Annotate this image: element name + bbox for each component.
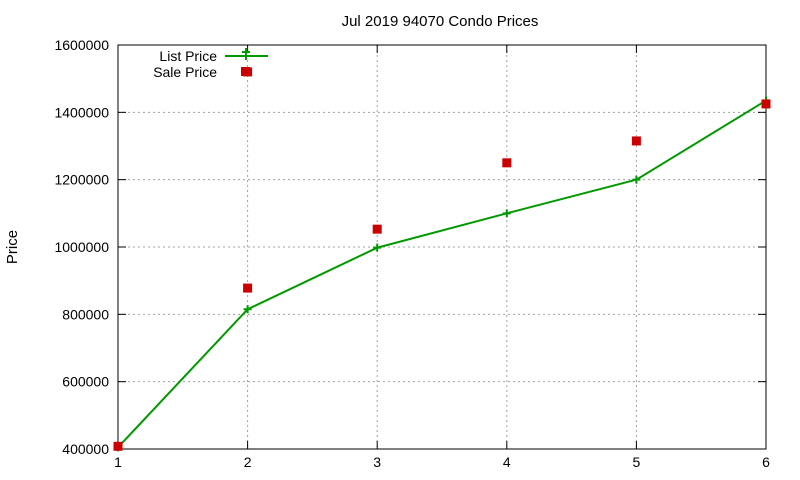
series-line-list-price (117, 99, 767, 449)
sale-price-point (372, 224, 382, 234)
legend: List Price Sale Price (153, 48, 268, 80)
x-tick-label: 4 (503, 454, 511, 470)
y-tick-label: 1600000 (54, 37, 109, 53)
y-tick-label: 400000 (62, 441, 109, 457)
x-tick-label: 6 (762, 454, 770, 470)
list-price-point (373, 243, 382, 252)
sale-price-point (761, 99, 771, 109)
sale-price-point (243, 283, 253, 293)
chart-title: Jul 2019 94070 Condo Prices (342, 13, 539, 30)
y-tick-label: 1400000 (54, 104, 109, 120)
y-tick-label: 800000 (62, 306, 109, 322)
legend-label-sale-price: Sale Price (153, 64, 217, 80)
x-tick-label: 1 (114, 454, 122, 470)
legend-label-list-price: List Price (159, 48, 217, 64)
x-tick-label: 3 (373, 454, 381, 470)
x-tick-label: 5 (633, 454, 641, 470)
y-tick-label: 600000 (62, 374, 109, 390)
list-price-point (243, 305, 252, 314)
legend-marker-list-price (242, 48, 250, 60)
y-tick-label: 1200000 (54, 172, 109, 188)
sale-price-point (113, 441, 123, 451)
list-price-point (632, 175, 641, 184)
axis-ticks: 400000 600000 800000 1000000 1200000 1400000 1… (54, 37, 770, 470)
y-axis-label: Price (4, 230, 21, 264)
y-tick-label: 1000000 (54, 239, 109, 255)
sale-price-point (631, 136, 641, 146)
sale-price-point (502, 158, 512, 168)
x-tick-label: 2 (244, 454, 252, 470)
list-price-point (502, 209, 511, 218)
legend-marker-sale-price (241, 67, 250, 76)
